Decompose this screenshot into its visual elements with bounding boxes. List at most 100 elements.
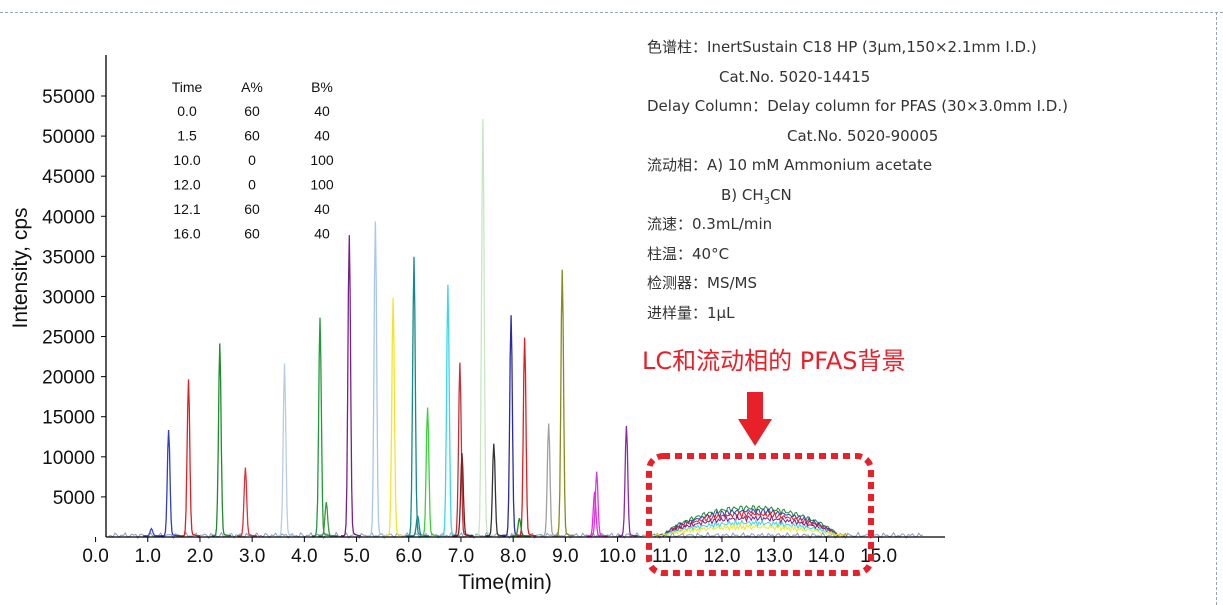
peak-14 bbox=[439, 284, 460, 537]
gradient-cell: 100 bbox=[310, 152, 334, 168]
y-tick-label: 30000 bbox=[42, 287, 95, 308]
peak-15 bbox=[451, 362, 472, 537]
x-tick-label: 8.0 bbox=[500, 546, 526, 567]
gradient-cell: 16.0 bbox=[173, 226, 200, 242]
pfas-background-annotation: LC和流动相的 PFAS背景 bbox=[642, 347, 906, 375]
y-ticks: 55000 50000 45000 40000 35000 30000 25000 20000… bbox=[42, 87, 106, 509]
peak-20 bbox=[516, 337, 537, 537]
hump-series-5 bbox=[653, 522, 848, 538]
x-tick-label: 7.0 bbox=[448, 546, 474, 567]
x-axis-label: Time(min) bbox=[458, 571, 552, 594]
gradient-cell: 0 bbox=[248, 152, 256, 168]
column-label: 色谱柱： bbox=[647, 38, 708, 56]
detector: 检测器：MS/MS bbox=[647, 274, 757, 292]
hump-series-2 bbox=[653, 510, 848, 537]
delay-catno: Cat.No. 5020-90005 bbox=[787, 126, 939, 145]
gradient-cell: 40 bbox=[314, 201, 330, 217]
peak-18 bbox=[485, 443, 506, 537]
peak-11 bbox=[405, 256, 426, 537]
peak-12 bbox=[409, 515, 430, 537]
x-tick-label: 12.0 bbox=[703, 546, 740, 567]
peak-16 bbox=[453, 453, 474, 537]
peak-5 bbox=[276, 363, 296, 537]
hump-series-0 bbox=[653, 505, 847, 538]
peak-2 bbox=[180, 379, 200, 537]
peak-26 bbox=[618, 425, 638, 537]
gradient-cell: 40 bbox=[314, 128, 330, 144]
gradient-cell: 40 bbox=[314, 103, 330, 119]
gradient-cell: 0.0 bbox=[177, 103, 197, 119]
gradient-cell: 0 bbox=[248, 177, 256, 193]
hump-series-4 bbox=[653, 518, 848, 538]
peak-24 bbox=[586, 491, 607, 537]
x-tick-label: 14.0 bbox=[808, 546, 845, 567]
down-arrow-icon bbox=[738, 392, 772, 446]
peak-1 bbox=[160, 429, 181, 537]
y-tick-label: 50000 bbox=[42, 127, 95, 148]
y-tick-label: 25000 bbox=[42, 328, 95, 349]
gradient-cell: 60 bbox=[244, 201, 260, 217]
mobile-phase-label: 流动相： bbox=[647, 156, 708, 174]
peak-19 bbox=[502, 315, 523, 537]
x-ticks: 0.0 1.0 2.0 3.0 4.0 5.0 6.0 7.0 8.0 9.0 10.0 11.0 12… bbox=[82, 537, 897, 567]
peak-22 bbox=[540, 423, 561, 537]
y-tick-label: 45000 bbox=[42, 167, 95, 188]
gradient-header: Time bbox=[172, 79, 203, 95]
column-temp: 柱温：40°C bbox=[647, 244, 730, 263]
peak-6 bbox=[311, 317, 332, 537]
injection-volume: 进样量：1μL bbox=[647, 303, 735, 322]
mobile-phase-a: A) 10 mM Ammonium acetate bbox=[707, 156, 933, 174]
y-tick-label: 55000 bbox=[42, 87, 95, 108]
flow-rate: 流速：0.3mL/min bbox=[647, 215, 773, 233]
top-dashed-border bbox=[0, 12, 1223, 13]
right-dashed-border bbox=[1216, 12, 1217, 605]
peak-3 bbox=[211, 343, 232, 537]
x-tick-label: 9.0 bbox=[552, 546, 578, 567]
peak-25 bbox=[588, 471, 609, 537]
gradient-cell: 12.0 bbox=[173, 177, 200, 193]
gradient-cell: 60 bbox=[244, 128, 260, 144]
gradient-cell: 40 bbox=[314, 226, 330, 242]
peak-traces bbox=[108, 118, 924, 540]
x-tick-label: 1.0 bbox=[135, 546, 161, 567]
peak-4 bbox=[237, 467, 257, 537]
gradient-table: Time A% B% 0.0 60 40 1.5 60 40 10.0 0 100 12.0 0 100 12… bbox=[172, 79, 334, 242]
delay-value: Delay column for PFAS (30×3.0mm I.D.) bbox=[767, 97, 1068, 115]
x-tick-label: 11.0 bbox=[652, 546, 688, 567]
y-tick-label: 5000 bbox=[53, 488, 95, 509]
peak-21 bbox=[511, 518, 531, 537]
delay-label: Delay Column： bbox=[647, 97, 768, 115]
y-tick-label: 10000 bbox=[42, 448, 95, 469]
peak-0 bbox=[143, 527, 163, 537]
peak-9 bbox=[367, 221, 387, 537]
gradient-header: A% bbox=[241, 79, 263, 95]
gradient-cell: 12.1 bbox=[173, 201, 200, 217]
hump-series-1 bbox=[653, 507, 848, 537]
y-tick-label: 15000 bbox=[42, 408, 95, 429]
gradient-header: B% bbox=[311, 79, 333, 95]
x-tick-label: 3.0 bbox=[239, 546, 265, 567]
peak-7 bbox=[318, 502, 338, 537]
y-axis-label: Intensity, cps bbox=[9, 208, 32, 329]
gradient-cell: 100 bbox=[310, 177, 334, 193]
peak-17 bbox=[474, 118, 495, 537]
gradient-cell: 10.0 bbox=[173, 152, 200, 168]
x-tick-label: 10.0 bbox=[599, 546, 636, 567]
y-tick-label: 40000 bbox=[42, 207, 95, 228]
highlight-box bbox=[646, 453, 874, 576]
hump-series-3 bbox=[653, 513, 847, 537]
y-tick-label: 35000 bbox=[42, 247, 95, 268]
peak-23 bbox=[554, 269, 574, 537]
gradient-cell: 1.5 bbox=[177, 128, 197, 144]
method-info: 色谱柱：InertSustain C18 HP (3μm,150×2.1mm I… bbox=[647, 33, 1068, 328]
peak-10 bbox=[384, 297, 405, 537]
peak-13 bbox=[419, 407, 440, 537]
x-tick-label: 15.0 bbox=[860, 546, 897, 567]
column-value: InertSustain C18 HP (3μm,150×2.1mm I.D.) bbox=[707, 38, 1037, 56]
x-tick-label: 0.0 bbox=[82, 546, 108, 567]
gradient-cell: 60 bbox=[244, 226, 260, 242]
y-tick-label: 20000 bbox=[42, 368, 95, 389]
x-tick-label: 13.0 bbox=[756, 546, 793, 567]
